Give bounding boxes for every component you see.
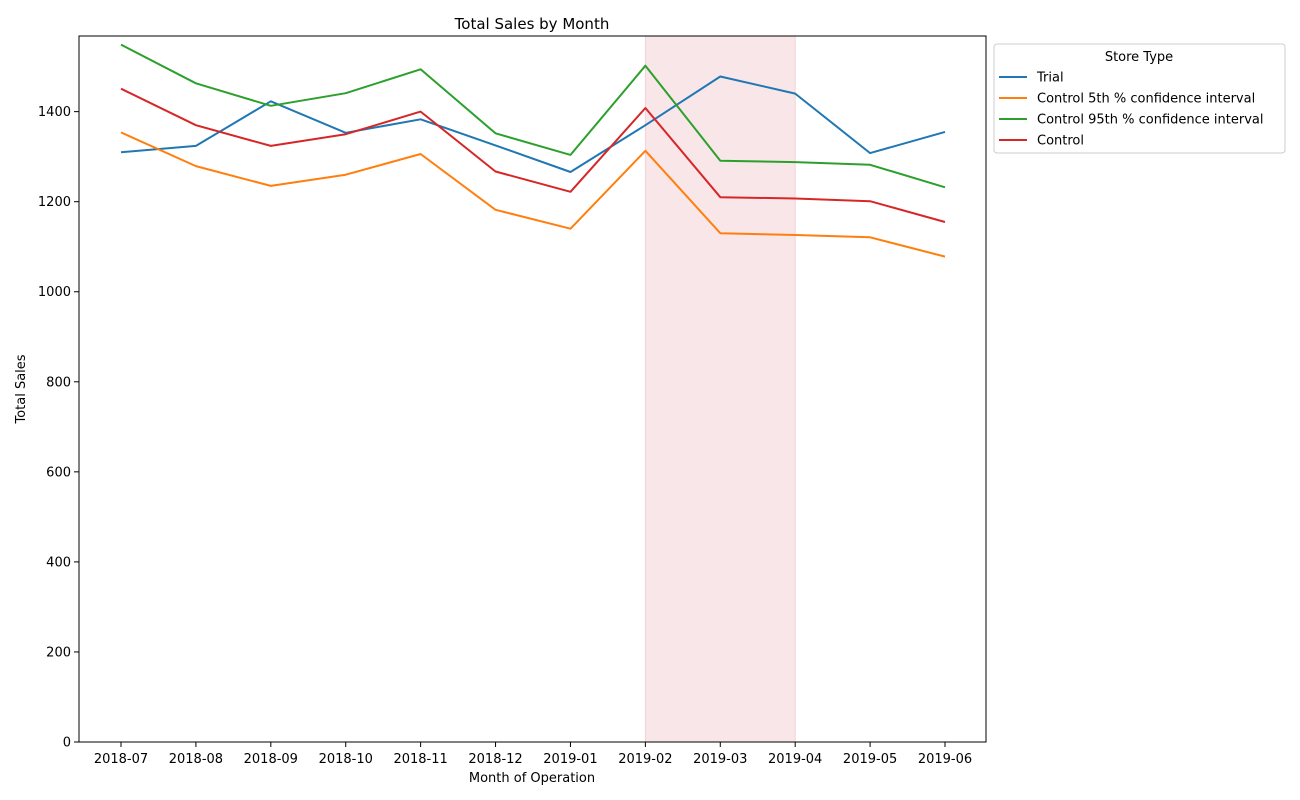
x-tick-label: 2018-08 — [169, 752, 223, 767]
y-tick-label: 600 — [46, 465, 71, 480]
legend-box — [993, 43, 1286, 154]
x-tick-label: 2019-04 — [768, 752, 822, 767]
x-tick-label: 2018-12 — [468, 752, 522, 767]
x-tick-label: 2019-05 — [843, 752, 897, 767]
x-tick-label: 2019-03 — [693, 752, 747, 767]
x-tick-label: 2019-02 — [618, 752, 672, 767]
legend-label-3: Control — [1037, 134, 1084, 149]
x-axis: 2018-07 2018-08 2018-09 2018-10 2018-11 2018-… — [94, 742, 972, 767]
plot-frame — [78, 35, 987, 743]
y-tick-label: 800 — [46, 375, 71, 390]
series-line-1 — [120, 131, 946, 258]
legend: Store Type Trial Control 5th % confidence… — [993, 43, 1286, 154]
x-tick-label: 2018-11 — [393, 752, 447, 767]
x-tick-label: 2018-07 — [94, 752, 148, 767]
y-axis: 0 200 400 600 800 1000 1200 1400 — [38, 105, 79, 751]
y-tick-label: 400 — [46, 555, 71, 570]
legend-label-2: Control 95th % confidence interval — [1037, 113, 1263, 128]
y-tick-label: 200 — [46, 645, 71, 660]
series-line-0 — [120, 75, 946, 173]
y-axis-label: Total Sales — [14, 354, 29, 424]
x-tick-label: 2018-09 — [244, 752, 298, 767]
legend-label-0: Trial — [1036, 71, 1064, 86]
chart-title: Total Sales by Month — [454, 15, 610, 33]
x-tick-label: 2018-10 — [319, 752, 373, 767]
y-tick-label: 1400 — [38, 105, 71, 120]
series-line-2 — [120, 43, 946, 189]
x-axis-label: Month of Operation — [469, 771, 595, 786]
y-tick-label: 0 — [63, 736, 71, 751]
legend-label-1: Control 5th % confidence interval — [1037, 92, 1255, 107]
series-line-3 — [120, 87, 946, 223]
legend-title: Store Type — [1105, 50, 1173, 65]
highlight-band — [644, 35, 796, 743]
legend-items: Trial Control 5th % confidence interval Co… — [999, 71, 1263, 149]
x-tick-label: 2019-06 — [918, 752, 972, 767]
series-layer — [120, 43, 946, 258]
y-tick-label: 1000 — [38, 285, 71, 300]
x-tick-label: 2019-01 — [543, 752, 597, 767]
y-tick-label: 1200 — [38, 195, 71, 210]
